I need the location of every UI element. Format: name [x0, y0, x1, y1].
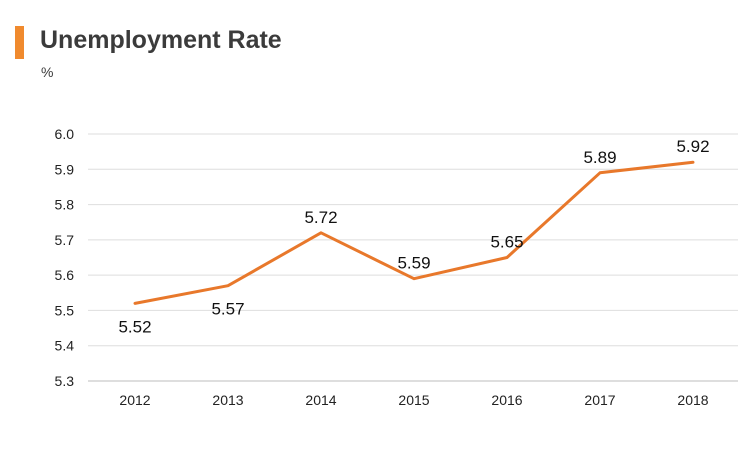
data-label: 5.57 [211, 300, 244, 319]
x-tick-label: 2014 [305, 392, 336, 408]
y-tick-label: 5.9 [55, 161, 75, 177]
data-label: 5.65 [490, 233, 523, 252]
x-tick-label: 2012 [119, 392, 150, 408]
y-tick-label: 5.5 [55, 302, 75, 318]
y-tick-label: 6.0 [55, 126, 75, 142]
data-labels: 5.52 5.57 5.72 5.59 5.65 5.89 5.92 [118, 137, 709, 336]
chart-title: Unemployment Rate [40, 26, 282, 54]
series-line-group [133, 160, 695, 305]
x-tick-label: 2013 [212, 392, 243, 408]
title-accent-bar [15, 26, 24, 59]
data-label: 5.59 [397, 254, 430, 273]
y-tick-label: 5.8 [55, 197, 75, 213]
data-label: 5.52 [118, 317, 151, 336]
y-tick-label: 5.6 [55, 267, 75, 283]
x-axis-ticks: 2012 2013 2014 2015 2016 2017 2018 [119, 392, 708, 408]
y-tick-label: 5.4 [55, 338, 75, 354]
data-label: 5.72 [304, 208, 337, 227]
data-label: 5.92 [676, 137, 709, 156]
series-line [133, 160, 695, 305]
data-label: 5.89 [583, 148, 616, 167]
x-tick-label: 2015 [398, 392, 429, 408]
gridlines [88, 133, 738, 382]
x-tick-label: 2017 [584, 392, 615, 408]
y-tick-label: 5.7 [55, 232, 75, 248]
x-tick-label: 2018 [677, 392, 708, 408]
x-tick-label: 2016 [491, 392, 522, 408]
y-axis-ticks: 5.3 5.4 5.5 5.6 5.7 5.8 5.9 6.0 [55, 126, 75, 389]
y-tick-label: 5.3 [55, 373, 75, 389]
unit-label: % [41, 64, 54, 80]
